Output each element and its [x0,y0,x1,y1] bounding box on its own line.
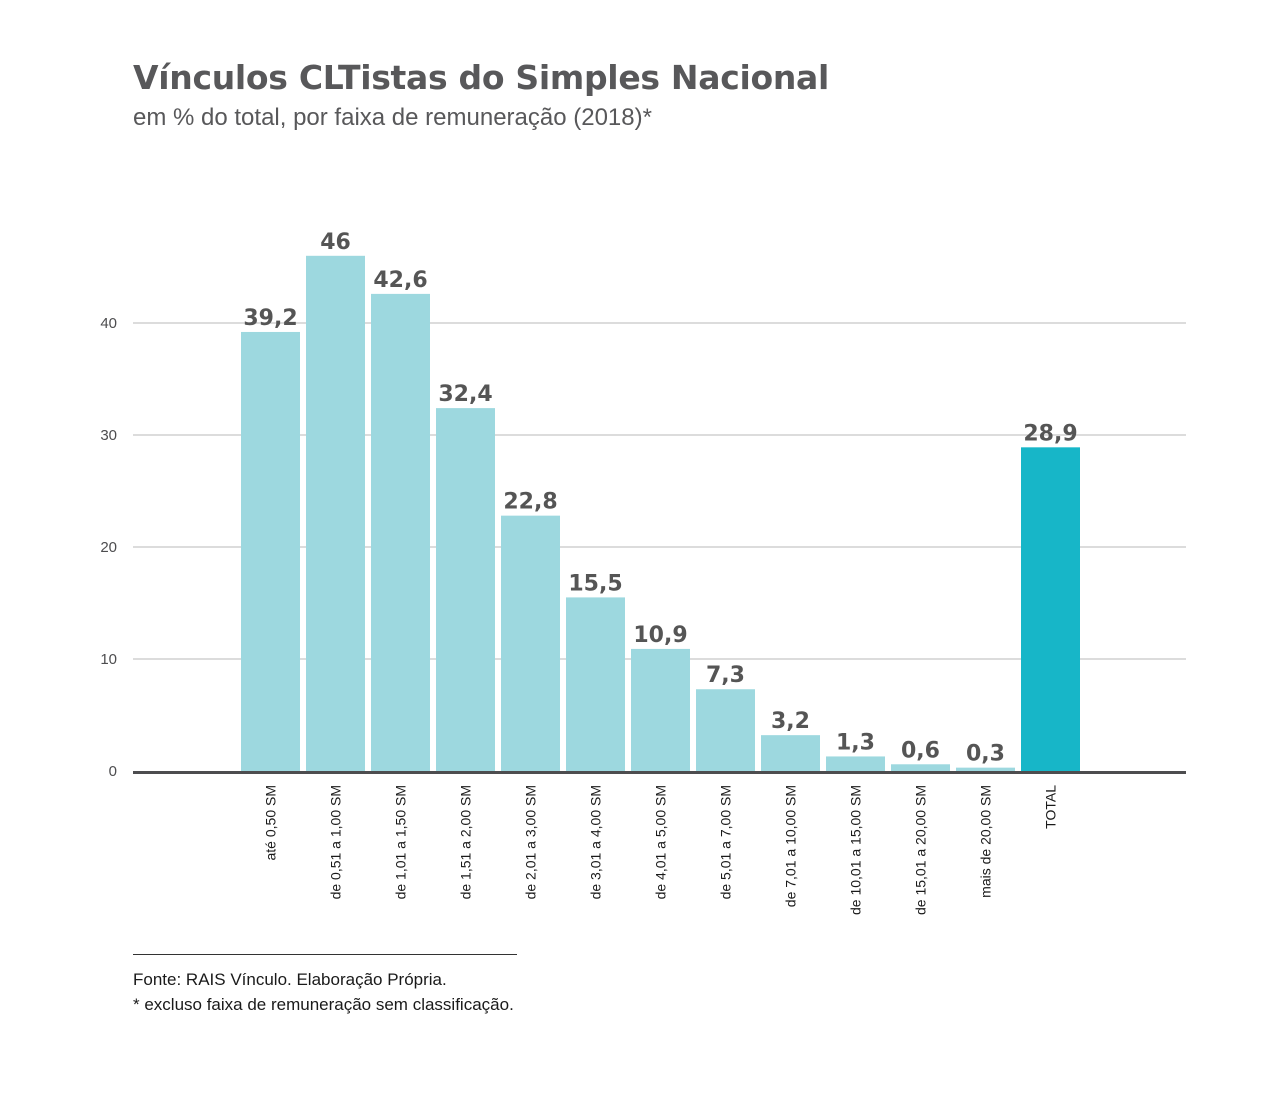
bar [436,408,495,771]
bar [696,689,755,771]
value-label: 0,3 [966,742,1005,767]
bars [241,255,1080,772]
bar [501,515,560,771]
x-tick-label: de 5,01 a 7,00 SM [718,785,734,899]
bar [241,331,300,771]
value-label: 22,8 [503,490,557,515]
bar [761,735,820,771]
value-label: 15,5 [568,571,622,596]
chart-title: Vínculos CLTistas do Simples Nacional [133,58,830,97]
source-note: Fonte: RAIS Vínculo. Elaboração Própria. [133,970,447,989]
y-tick-label: 0 [109,763,117,780]
bar [371,293,430,771]
value-label: 0,6 [901,738,940,763]
x-tick-label: de 4,01 a 5,00 SM [653,785,669,899]
x-tick-label: de 3,01 a 4,00 SM [588,785,604,899]
value-labels: 39,2 46 42,6 32,4 22,8 15,5 10,9 7,3 3,2 1,3 0,6 0,… [243,230,1077,767]
y-tick-label: 10 [100,651,117,668]
x-tick-label: de 1,51 a 2,00 SM [458,785,474,899]
y-tick-label: 30 [100,427,117,444]
footer-divider [133,954,517,955]
x-tick-label: de 10,01 a 15,00 SM [848,785,864,915]
value-label: 39,2 [243,306,297,331]
x-tick-label: de 0,51 a 1,00 SM [328,785,344,899]
value-label: 3,2 [771,709,810,734]
footnote: * excluso faixa de remuneração sem class… [133,995,514,1014]
bar [826,756,885,771]
y-tick-label: 40 [100,315,117,332]
x-tick-label: mais de 20,00 SM [978,785,994,898]
bar [566,597,625,771]
x-tick-label: de 15,01 a 20,00 SM [913,785,929,915]
bar [891,764,950,771]
y-tick-label: 20 [100,539,117,556]
bar [306,255,365,772]
x-tick-label: TOTAL [1043,785,1059,829]
x-tick-label: de 1,01 a 1,50 SM [393,785,409,899]
x-axis-labels: até 0,50 SM de 0,51 a 1,00 SM de 1,01 a 1,… [263,785,1059,915]
y-axis-ticks: 0 10 20 30 40 [100,315,117,780]
value-label: 10,9 [633,623,687,648]
value-label: 1,3 [836,730,875,755]
x-tick-label: de 2,01 a 3,00 SM [523,785,539,899]
value-label: 28,9 [1023,421,1077,446]
value-label: 32,4 [438,382,492,407]
bar [631,648,690,771]
bar [956,767,1015,771]
x-tick-label: de 7,01 a 10,00 SM [783,785,799,907]
chart-subtitle: em % do total, por faixa de remuneração … [133,104,652,131]
x-tick-label: até 0,50 SM [263,785,279,861]
bar-total [1021,447,1080,771]
value-label: 7,3 [706,663,745,688]
value-label: 42,6 [373,268,427,293]
value-label: 46 [320,230,351,255]
